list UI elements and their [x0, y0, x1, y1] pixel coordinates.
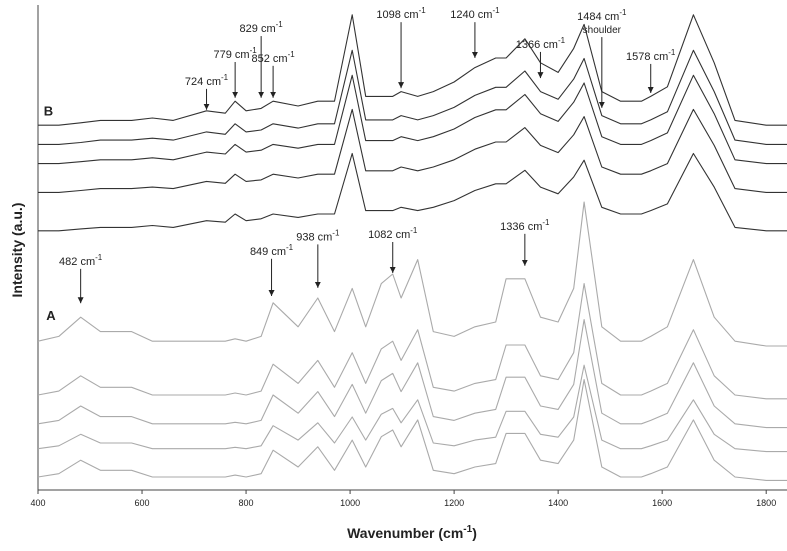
annotation-sup: -1: [619, 8, 627, 17]
annotation-sup: -1: [492, 6, 500, 15]
annotation-text: 1484 cm: [577, 11, 619, 23]
x-tick-label: 800: [239, 498, 254, 508]
spectrum-line: [38, 108, 787, 193]
annotation-sup: -1: [221, 73, 229, 82]
group-label: B: [44, 104, 53, 119]
annotation-text: 779 cm: [214, 49, 250, 61]
spectrum-line: [38, 49, 787, 145]
annotation-label: 482 cm-1: [59, 253, 103, 268]
annotation-text: 1082 cm: [368, 229, 410, 241]
annotation-text: 1578 cm: [626, 51, 668, 63]
annotation-sup: -1: [288, 50, 296, 59]
annotation-label: 1336 cm-1: [500, 218, 550, 233]
x-tick-label: 600: [135, 498, 150, 508]
group-label: A: [46, 308, 56, 323]
annotation-text: 724 cm: [185, 76, 221, 88]
annotation-sup: -1: [276, 20, 284, 29]
annotation-label: 1082 cm-1: [368, 226, 418, 241]
y-axis-label: Intensity (a.u.): [9, 203, 25, 298]
annotation-text: 849 cm: [250, 246, 286, 258]
spectrum-line: [38, 14, 787, 126]
spectrum-line: [37, 379, 787, 481]
annotation-label: 829 cm-1: [240, 20, 284, 35]
annotation-label: 779 cm-1: [214, 46, 258, 61]
annotation-label: 852 cm-1: [252, 50, 296, 65]
annotation-label: 1240 cm-1: [450, 6, 500, 21]
x-tick-label: 400: [30, 498, 45, 508]
x-tick-label: 1400: [548, 498, 568, 508]
annotation-sup: -1: [558, 36, 566, 45]
x-tick-label: 1800: [756, 498, 776, 508]
annotation-note: shoulder: [583, 25, 622, 36]
annotation-label: 849 cm-1: [250, 243, 294, 258]
annotation-label: 938 cm-1: [296, 228, 340, 243]
annotation-sup: -1: [542, 218, 550, 227]
x-axis-label: Wavenumber (cm-1): [347, 524, 477, 541]
spectrum-line: [37, 283, 787, 400]
spectrum-line: [37, 319, 787, 429]
annotation-label: 1098 cm-1: [376, 6, 426, 21]
annotation-text: 1336 cm: [500, 221, 542, 233]
annotation-text: 1366 cm: [516, 39, 558, 51]
x-tick-label: 1600: [652, 498, 672, 508]
annotation-text: 1240 cm: [450, 9, 492, 21]
x-label-text: Wavenumber (cm: [347, 525, 463, 541]
annotation-label: 1366 cm-1: [516, 36, 566, 51]
annotation-text: 1098 cm: [376, 9, 418, 21]
annotation-label: 724 cm-1: [185, 73, 229, 88]
x-tick-label: 1200: [444, 498, 464, 508]
annotation-sup: -1: [95, 253, 103, 262]
annotation-text: 938 cm: [296, 231, 332, 243]
annotation-sup: -1: [332, 228, 340, 237]
annotation-sup: -1: [419, 6, 427, 15]
annotation-text: 852 cm: [252, 53, 288, 65]
annotation-sup: -1: [286, 243, 294, 252]
annotation-sup: -1: [250, 46, 258, 55]
spectrum-line: [38, 152, 787, 232]
annotation-label: 1578 cm-1: [626, 48, 676, 63]
annotation-text: 482 cm: [59, 256, 95, 268]
spectrum-line: [37, 201, 787, 347]
annotation-sup: -1: [668, 48, 676, 57]
annotation-text: 829 cm: [240, 23, 276, 35]
annotation-sup: -1: [410, 226, 418, 235]
x-label-tail: ): [472, 525, 477, 541]
annotation-label: 1484 cm-1: [577, 8, 627, 23]
x-tick-label: 1000: [340, 498, 360, 508]
spectrum-line: [38, 74, 787, 165]
spectrum-line: [37, 364, 787, 453]
x-label-sup: -1: [463, 524, 472, 535]
